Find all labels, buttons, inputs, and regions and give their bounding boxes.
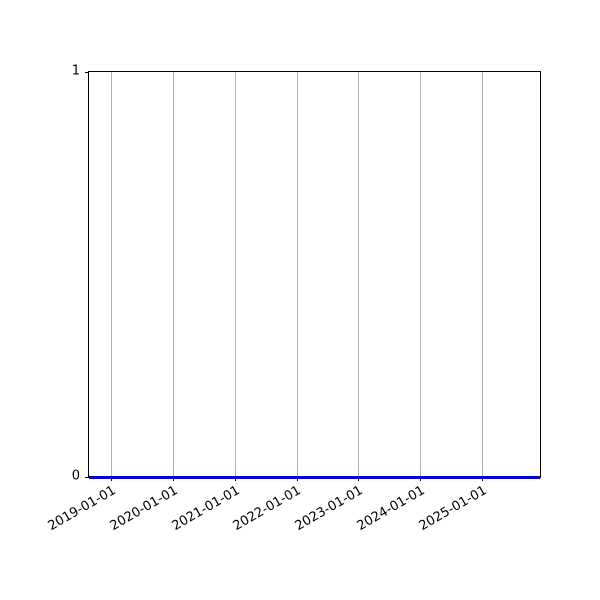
x-tick-label: 2023-01-01 <box>292 483 366 534</box>
x-tick-mark <box>358 477 360 481</box>
plot-area: 2019-01-01 2020-01-01 2021-01-01 2022-01-01… <box>45 64 541 534</box>
x-gridline <box>482 72 484 477</box>
x-gridline <box>172 72 174 477</box>
series-line <box>89 476 540 479</box>
x-tick-mark <box>234 477 236 481</box>
x-gridline <box>358 72 360 477</box>
x-tick-mark <box>420 477 422 481</box>
x-tick-mark <box>296 477 298 481</box>
y-tick-label: 1 <box>71 63 80 79</box>
x-tick-label: 2025-01-01 <box>416 483 490 534</box>
x-tick-mark <box>110 477 112 481</box>
x-tick-label: 2019-01-01 <box>45 483 119 534</box>
y-tick-mark <box>85 476 89 478</box>
x-tick-label: 2020-01-01 <box>107 483 181 534</box>
x-gridline <box>234 72 236 477</box>
x-tick-label: 2024-01-01 <box>354 483 428 534</box>
x-tick-mark <box>482 477 484 481</box>
x-tick-label: 2022-01-01 <box>231 483 305 534</box>
x-tick-label: 2021-01-01 <box>169 483 243 534</box>
x-gridline <box>420 72 422 477</box>
y-tick-label: 0 <box>71 468 80 484</box>
x-gridline <box>296 72 298 477</box>
x-gridline <box>110 72 112 477</box>
y-tick-mark <box>85 71 89 73</box>
x-tick-mark <box>172 477 174 481</box>
